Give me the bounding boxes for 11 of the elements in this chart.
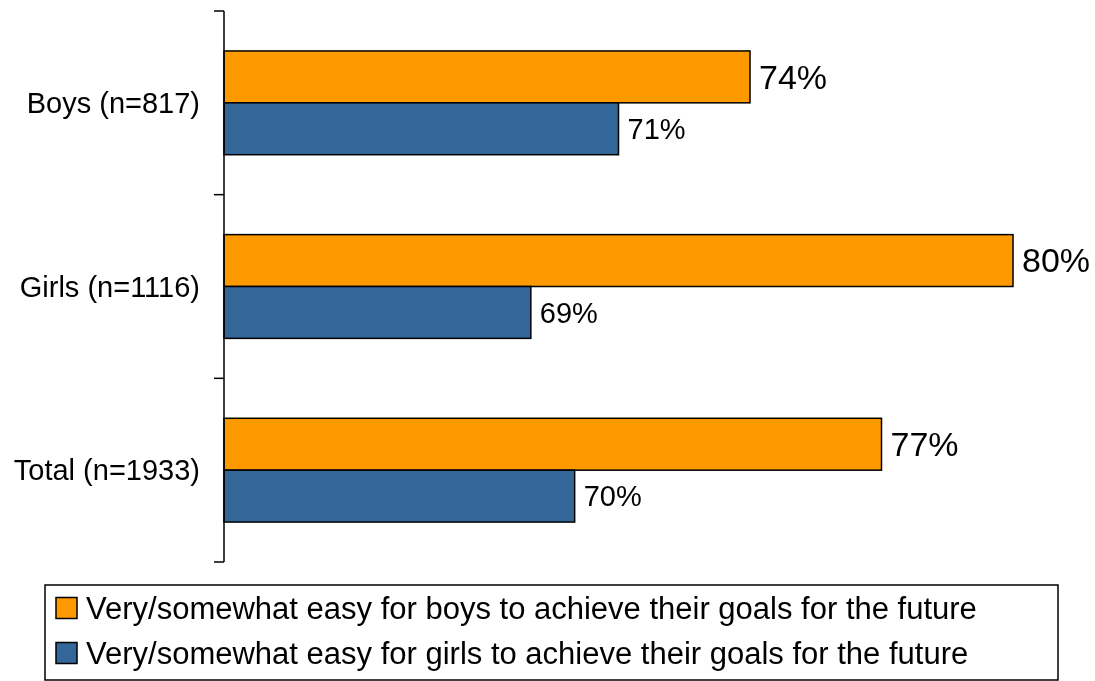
data-label: 70% [583,480,642,513]
legend-label: Very/somewhat easy for boys to achieve their goals for the future [86,590,977,626]
y-tick-label: Boys (n=817) [26,86,200,119]
data-label: 80% [1022,241,1091,280]
data-label: 69% [539,296,598,329]
legend-label: Very/somewhat easy for girls to achieve their goals for the future [86,635,969,671]
y-tick-label: Girls (n=1116) [19,270,200,303]
data-label: 77% [890,425,959,464]
data-label: 74% [759,57,828,96]
data-label: 71% [627,112,686,145]
y-tick-label: Total (n=1933) [13,454,200,487]
